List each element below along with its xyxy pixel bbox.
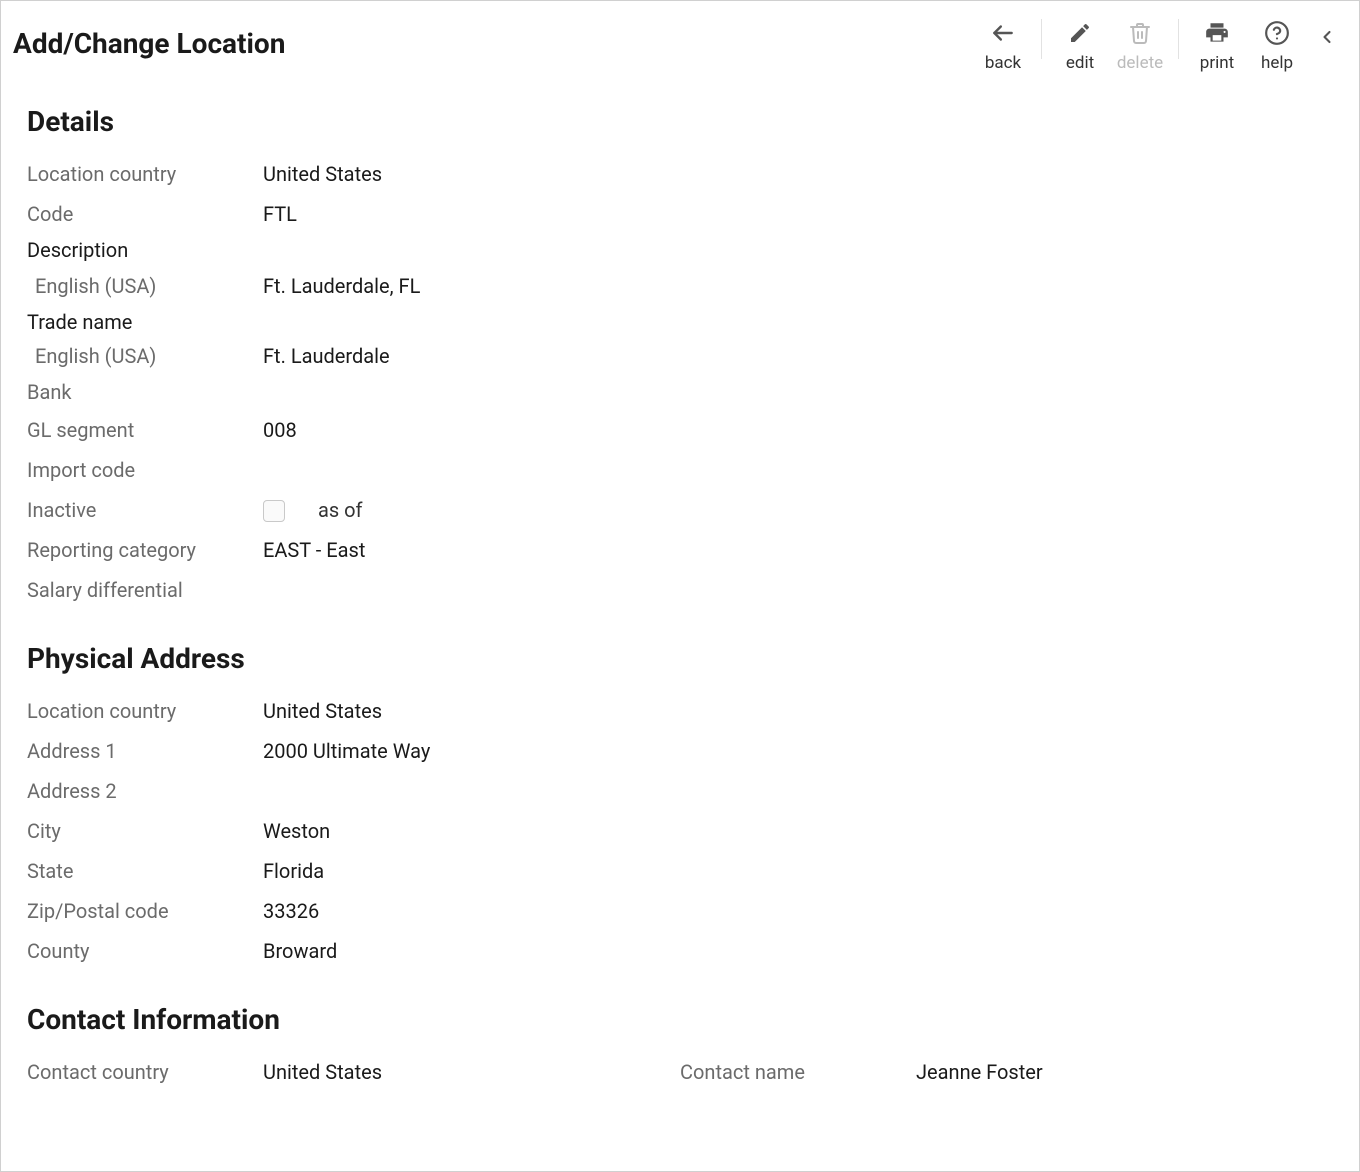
row-reporting-category: Reporting category EAST - East xyxy=(27,530,1333,570)
row-code: Code FTL xyxy=(27,194,1333,234)
value-inactive: as of xyxy=(263,498,363,523)
label-tradename-en: English (USA) xyxy=(27,344,263,368)
contact-row: Contact country United States Contact na… xyxy=(27,1052,1333,1092)
content-area: Details Location country United States C… xyxy=(1,73,1359,1092)
label-pa-country: Location country xyxy=(27,699,263,723)
row-description-en: English (USA) Ft. Lauderdale, FL xyxy=(27,266,1333,306)
page-container: Add/Change Location back edit delete xyxy=(0,0,1360,1172)
label-inactive: Inactive xyxy=(27,498,263,522)
back-button[interactable]: back xyxy=(973,15,1033,73)
row-gl-segment: GL segment 008 xyxy=(27,410,1333,450)
label-tradename: Trade name xyxy=(27,310,263,334)
label-bank: Bank xyxy=(27,380,263,404)
label-state: State xyxy=(27,859,263,883)
label-contact-country: Contact country xyxy=(27,1060,263,1084)
contact-heading: Contact Information xyxy=(27,1003,1333,1036)
row-bank: Bank xyxy=(27,374,1333,410)
help-button[interactable]: help xyxy=(1247,15,1307,73)
label-import-code: Import code xyxy=(27,458,263,482)
row-zip: Zip/Postal code 33326 xyxy=(27,891,1333,931)
label-code: Code xyxy=(27,202,263,226)
physical-address-heading: Physical Address xyxy=(27,642,1333,675)
value-code: FTL xyxy=(263,202,297,226)
row-city: City Weston xyxy=(27,811,1333,851)
row-tradename-header: Trade name xyxy=(27,306,1333,338)
page-header: Add/Change Location back edit delete xyxy=(1,1,1359,73)
row-contact-country: Contact country United States xyxy=(27,1052,680,1092)
row-salary-differential: Salary differential xyxy=(27,570,1333,610)
delete-label: delete xyxy=(1117,53,1163,73)
label-location-country: Location country xyxy=(27,162,263,186)
trash-icon xyxy=(1126,19,1154,47)
pencil-icon xyxy=(1066,19,1094,47)
label-gl-segment: GL segment xyxy=(27,418,263,442)
row-tradename-en: English (USA) Ft. Lauderdale xyxy=(27,338,1333,374)
label-contact-name: Contact name xyxy=(680,1060,916,1084)
value-zip: 33326 xyxy=(263,899,319,923)
value-contact-country: United States xyxy=(263,1060,382,1084)
back-arrow-icon xyxy=(989,19,1017,47)
page-title: Add/Change Location xyxy=(13,27,285,60)
value-county: Broward xyxy=(263,939,337,963)
label-city: City xyxy=(27,819,263,843)
label-reporting-category: Reporting category xyxy=(27,538,263,562)
row-county: County Broward xyxy=(27,931,1333,971)
label-zip: Zip/Postal code xyxy=(27,899,263,923)
chevron-left-icon xyxy=(1313,23,1341,51)
back-label: back xyxy=(985,53,1021,73)
inactive-checkbox[interactable] xyxy=(263,500,285,522)
label-as-of: as of xyxy=(318,498,363,522)
row-import-code: Import code xyxy=(27,450,1333,490)
label-description: Description xyxy=(27,238,263,262)
value-reporting-category: EAST - East xyxy=(263,538,365,562)
row-address2: Address 2 xyxy=(27,771,1333,811)
value-pa-country: United States xyxy=(263,699,382,723)
value-location-country: United States xyxy=(263,162,382,186)
delete-button: delete xyxy=(1110,15,1170,73)
row-inactive: Inactive as of xyxy=(27,490,1333,530)
value-address1: 2000 Ultimate Way xyxy=(263,739,430,763)
value-tradename-en: Ft. Lauderdale xyxy=(263,344,390,368)
help-icon xyxy=(1263,19,1291,47)
row-description-header: Description xyxy=(27,234,1333,266)
row-contact-name: Contact name Jeanne Foster xyxy=(680,1052,1333,1092)
row-pa-country: Location country United States xyxy=(27,691,1333,731)
collapse-button[interactable] xyxy=(1307,15,1347,51)
value-description-en: Ft. Lauderdale, FL xyxy=(263,274,420,298)
print-button[interactable]: print xyxy=(1187,15,1247,73)
row-location-country: Location country United States xyxy=(27,154,1333,194)
label-address2: Address 2 xyxy=(27,779,263,803)
label-county: County xyxy=(27,939,263,963)
row-state: State Florida xyxy=(27,851,1333,891)
edit-label: edit xyxy=(1066,53,1094,73)
toolbar-divider xyxy=(1178,19,1179,59)
value-city: Weston xyxy=(263,819,330,843)
label-salary-differential: Salary differential xyxy=(27,578,263,602)
print-label: print xyxy=(1200,53,1234,73)
label-description-en: English (USA) xyxy=(27,274,263,298)
edit-button[interactable]: edit xyxy=(1050,15,1110,73)
printer-icon xyxy=(1203,19,1231,47)
label-address1: Address 1 xyxy=(27,739,263,763)
value-state: Florida xyxy=(263,859,324,883)
help-label: help xyxy=(1261,53,1293,73)
value-contact-name: Jeanne Foster xyxy=(916,1060,1043,1084)
value-gl-segment: 008 xyxy=(263,418,297,442)
details-heading: Details xyxy=(27,105,1333,138)
row-address1: Address 1 2000 Ultimate Way xyxy=(27,731,1333,771)
toolbar: back edit delete print xyxy=(973,9,1347,73)
toolbar-divider xyxy=(1041,19,1042,59)
